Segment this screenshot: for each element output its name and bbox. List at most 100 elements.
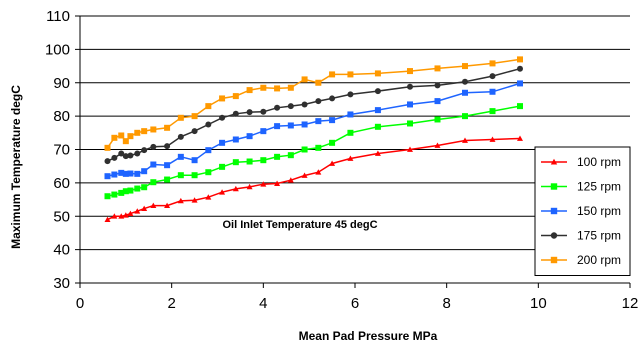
data-point (550, 232, 558, 239)
x-tick-label: 0 (76, 295, 84, 312)
data-point (315, 144, 322, 151)
data-point (287, 84, 294, 91)
data-point (347, 71, 354, 78)
annotation-text: Oil Inlet Temperature 45 degC (222, 219, 377, 231)
data-point (219, 163, 226, 170)
y-tick-label: 30 (53, 275, 70, 292)
data-point (164, 162, 171, 169)
data-point (111, 191, 118, 198)
data-point (232, 93, 239, 100)
data-point (122, 153, 129, 160)
data-point (246, 183, 253, 190)
data-point (141, 128, 148, 135)
x-tick-label: 2 (167, 295, 175, 312)
data-point (205, 121, 212, 128)
data-point (141, 184, 148, 191)
series-200-rpm (104, 56, 523, 151)
data-point (374, 107, 381, 114)
legend-item: 100 rpm (541, 155, 621, 169)
data-point (205, 169, 212, 176)
x-axis-title: Mean Pad Pressure MPa (299, 329, 438, 343)
data-point (191, 113, 198, 120)
data-point (315, 79, 322, 86)
x-tick-label: 6 (351, 295, 359, 312)
data-point (118, 189, 125, 196)
data-point (329, 117, 336, 124)
series-100-rpm (104, 135, 523, 222)
data-point (462, 89, 468, 96)
data-point (462, 63, 468, 70)
data-point (104, 144, 111, 151)
data-point (329, 71, 336, 78)
data-point (150, 126, 157, 133)
data-point (434, 82, 441, 89)
legend-label: 200 rpm (577, 253, 621, 267)
data-point (315, 98, 322, 105)
axes (75, 15, 631, 288)
data-point (177, 197, 184, 204)
data-point (550, 256, 558, 264)
data-point (315, 118, 322, 125)
data-point (232, 159, 239, 166)
data-point (329, 160, 336, 166)
data-point (260, 157, 267, 164)
data-point (122, 188, 129, 195)
x-tick-label: 12 (622, 295, 639, 312)
data-point (150, 202, 157, 208)
data-point (232, 110, 239, 117)
legend-label: 175 rpm (577, 229, 621, 243)
y-tick-label: 90 (53, 75, 70, 92)
data-point (246, 133, 253, 140)
data-point (191, 128, 198, 135)
data-point (164, 124, 171, 131)
data-point (407, 146, 413, 152)
data-point (301, 146, 308, 153)
y-tick-label: 40 (53, 242, 70, 259)
data-point (287, 103, 294, 110)
data-point (434, 98, 441, 105)
data-point (141, 147, 148, 154)
data-point (374, 150, 381, 156)
data-point (517, 65, 523, 72)
data-point (517, 56, 523, 63)
data-point (122, 212, 129, 218)
data-point (301, 172, 308, 178)
data-point (118, 132, 125, 139)
data-point (287, 122, 294, 129)
data-point (177, 133, 184, 140)
data-point (462, 137, 468, 143)
series-line (107, 67, 521, 162)
data-point (246, 87, 253, 94)
data-point (127, 152, 134, 159)
data-point (127, 170, 134, 177)
data-point (347, 155, 354, 161)
data-point (150, 161, 157, 168)
data-point (118, 213, 125, 219)
data-point (407, 101, 413, 108)
x-tick-label: 8 (442, 295, 450, 312)
data-point (434, 65, 441, 72)
data-point (177, 114, 184, 121)
y-axis-title: Maximum Temperature degC (9, 85, 23, 249)
data-point (141, 205, 148, 211)
series-line (107, 105, 521, 197)
y-tick-label: 60 (53, 175, 70, 192)
data-point (550, 207, 558, 215)
x-tick-label: 10 (530, 295, 547, 312)
data-point (122, 170, 129, 177)
data-point (489, 88, 496, 95)
data-point (260, 181, 267, 187)
data-point (104, 193, 111, 200)
data-point (134, 129, 141, 136)
data-point (177, 153, 184, 160)
data-point (489, 73, 496, 80)
data-point (347, 91, 354, 98)
data-point (164, 143, 171, 150)
data-point (407, 83, 413, 90)
data-point (347, 129, 354, 136)
data-point (550, 183, 558, 190)
data-point (407, 68, 413, 75)
data-point (127, 133, 134, 140)
data-point (205, 194, 212, 200)
data-point (205, 103, 212, 110)
